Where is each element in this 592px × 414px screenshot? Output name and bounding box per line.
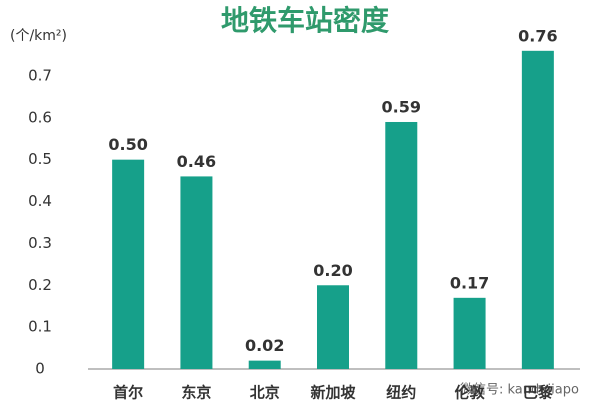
- value-label: 0.59: [382, 97, 421, 116]
- y-tick-label: 0.5: [28, 150, 52, 168]
- watermark: 微信号: kandujiapo: [460, 383, 579, 398]
- y-tick-label: 0.2: [28, 276, 52, 294]
- y-tick-label: 0: [35, 360, 45, 378]
- bar: [521, 50, 554, 370]
- bar: [385, 121, 418, 369]
- x-tick-label: 巴黎: [523, 384, 553, 402]
- x-tick-label: 新加坡: [310, 384, 355, 402]
- value-label: 0.20: [313, 261, 352, 280]
- y-tick-label: 0.6: [28, 108, 52, 126]
- bar: [453, 297, 486, 369]
- chart-title: 地铁车站密度: [221, 4, 389, 37]
- y-tick-label: 0.3: [28, 234, 52, 252]
- bar: [317, 285, 349, 369]
- x-tick-label: 首尔: [113, 384, 143, 402]
- value-label: 0.76: [518, 26, 557, 45]
- bar: [180, 176, 213, 369]
- value-label: 0.50: [108, 135, 147, 154]
- x-tick-label: 北京: [250, 384, 280, 402]
- value-label: 0.17: [450, 273, 489, 292]
- value-label: 0.02: [245, 336, 284, 355]
- bar: [112, 159, 145, 369]
- x-tick-label: 东京: [181, 384, 211, 402]
- y-tick-label: 0.4: [28, 192, 52, 210]
- x-tick-label: 伦敦: [455, 384, 486, 402]
- value-label: 0.46: [177, 152, 216, 171]
- y-tick-label: 0.7: [28, 66, 52, 84]
- y-tick-label: 0.1: [28, 318, 52, 336]
- x-tick-label: 纽约: [386, 384, 416, 402]
- y-axis-label: (个/km²): [10, 28, 67, 44]
- bar: [248, 360, 281, 369]
